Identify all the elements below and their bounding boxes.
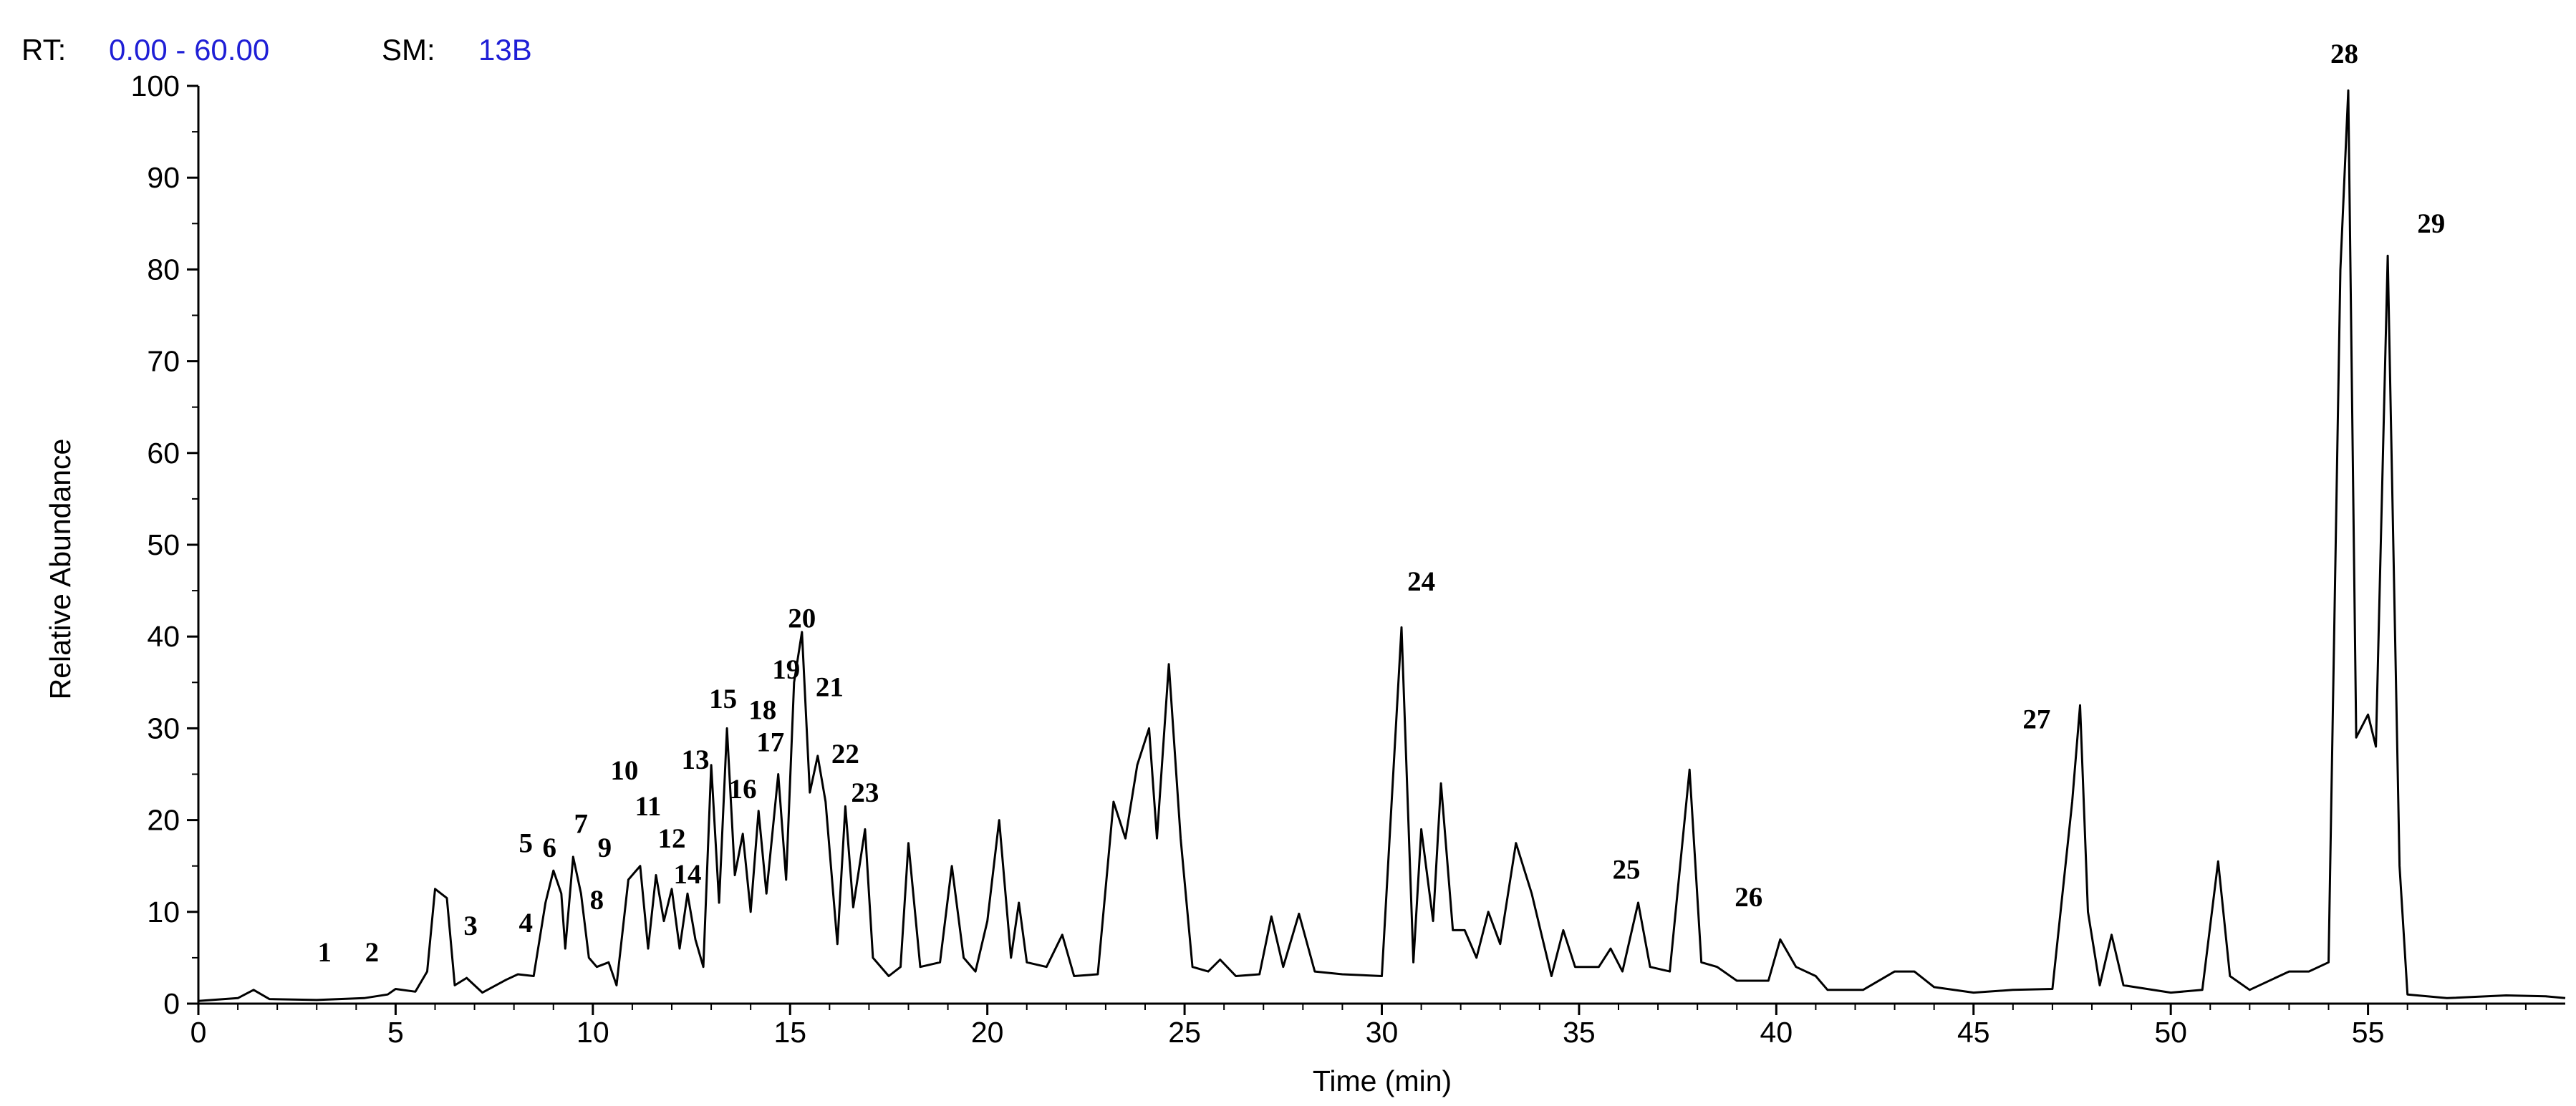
x-tick-label: 5: [387, 1016, 404, 1049]
x-tick-label: 50: [2154, 1016, 2187, 1049]
peak-label-22: 22: [831, 739, 859, 770]
peak-label-8: 8: [590, 885, 604, 916]
peak-label-10: 10: [610, 755, 638, 786]
y-tick-label: 0: [163, 987, 180, 1020]
peak-label-28: 28: [2330, 39, 2358, 69]
peak-label-13: 13: [682, 744, 710, 775]
peak-labels: 1 23 45 67891011121314151617181920212223242…: [318, 39, 2446, 968]
y-axis-ticks: 0 10 20 30 40 50 60 70 80 90 100: [131, 69, 198, 1020]
x-tick-label: 45: [1957, 1016, 1990, 1049]
chromatogram-trace: [198, 89, 2566, 1002]
peak-label-21: 21: [816, 672, 844, 703]
peak-label-1: 1: [318, 937, 332, 968]
x-tick-label: 20: [971, 1016, 1004, 1049]
y-tick-label: 30: [147, 712, 180, 744]
y-tick-label: 70: [147, 345, 180, 378]
peak-label-6: 6: [542, 833, 556, 863]
peak-label-16: 16: [729, 774, 757, 805]
peak-label-2: 2: [365, 937, 380, 968]
peak-label-15: 15: [709, 684, 737, 714]
peak-label-5: 5: [518, 828, 533, 858]
y-tick-label: 20: [147, 804, 180, 837]
x-tick-label: 40: [1760, 1016, 1793, 1049]
rt-range-value: 0.00 - 60.00: [109, 33, 269, 67]
x-tick-label: 15: [773, 1016, 806, 1049]
y-tick-label: 90: [147, 161, 180, 194]
x-tick-label: 25: [1168, 1016, 1201, 1049]
y-axis-title: Relative Abundance: [44, 439, 77, 700]
peak-label-24: 24: [1407, 566, 1435, 597]
peak-label-26: 26: [1735, 882, 1762, 913]
peak-label-11: 11: [635, 791, 662, 822]
peak-label-27: 27: [2022, 704, 2050, 734]
peak-label-12: 12: [658, 823, 686, 854]
y-tick-label: 100: [131, 69, 180, 102]
peak-label-20: 20: [788, 603, 816, 634]
y-tick-label: 10: [147, 896, 180, 928]
y-tick-label: 40: [147, 620, 180, 653]
peak-label-23: 23: [851, 777, 879, 808]
y-tick-label: 50: [147, 528, 180, 561]
y-tick-label: 80: [147, 253, 180, 286]
y-tick-label: 60: [147, 437, 180, 470]
x-tick-label: 55: [2352, 1016, 2385, 1049]
x-tick-label: 10: [577, 1016, 609, 1049]
x-axis-ticks: 0 5 10 15 20 25 30 35 40 45 50 55: [190, 1004, 2527, 1049]
peak-label-9: 9: [598, 833, 612, 863]
peak-label-17: 17: [756, 727, 784, 757]
peak-label-3: 3: [463, 911, 478, 941]
x-tick-label: 35: [1563, 1016, 1596, 1049]
peak-label-18: 18: [748, 695, 776, 726]
x-tick-label: 0: [190, 1016, 207, 1049]
sm-value: 13B: [478, 33, 532, 67]
peak-label-29: 29: [2417, 208, 2445, 239]
sm-label: SM:: [382, 33, 435, 67]
peak-label-19: 19: [772, 654, 800, 685]
peak-label-4: 4: [518, 908, 533, 938]
peak-label-7: 7: [574, 809, 589, 840]
peak-label-25: 25: [1613, 855, 1641, 886]
rt-label: RT:: [21, 33, 66, 67]
peak-label-14: 14: [674, 859, 702, 890]
x-tick-label: 30: [1366, 1016, 1399, 1049]
x-axis-title: Time (min): [1313, 1064, 1452, 1097]
